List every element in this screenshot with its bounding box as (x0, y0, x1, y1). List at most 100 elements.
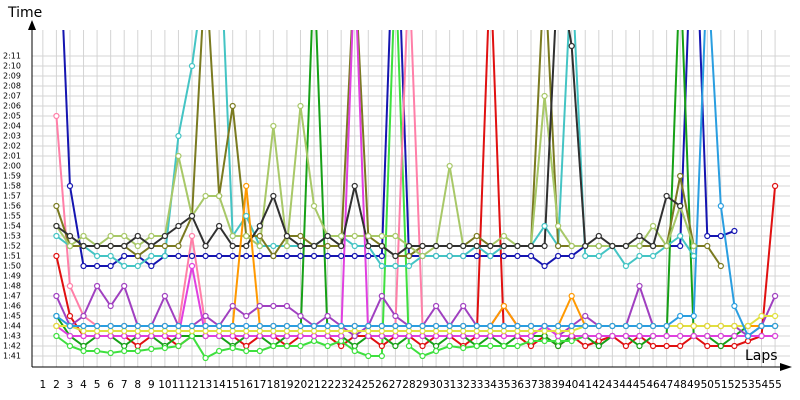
x-tick-label: 8 (134, 379, 141, 391)
x-tick-label: 45 (633, 379, 646, 391)
x-tick-label: 28 (402, 379, 415, 391)
data-point (229, 232, 236, 240)
data-point (541, 262, 548, 270)
data-point (378, 252, 385, 260)
data-point (731, 227, 738, 235)
data-point (636, 242, 643, 250)
x-tick-label: 12 (185, 379, 198, 391)
data-point (555, 332, 562, 340)
data-point (161, 232, 168, 240)
data-point (297, 332, 304, 340)
x-tick-label: 24 (348, 379, 362, 391)
x-tick-label: 35 (497, 379, 510, 391)
data-point (229, 252, 236, 260)
x-tick-label: 52 (728, 379, 741, 391)
data-point (541, 327, 548, 335)
data-point (663, 322, 670, 330)
x-axis-arrow (780, 363, 792, 371)
data-point (66, 242, 74, 250)
data-point (446, 332, 453, 340)
x-tick-label: 34 (484, 379, 498, 391)
data-point (188, 62, 196, 70)
data-point (432, 327, 440, 335)
data-point (351, 347, 358, 355)
data-point (487, 252, 494, 260)
data-point (175, 252, 182, 260)
data-point (446, 342, 453, 350)
data-point (93, 332, 101, 340)
data-point (53, 252, 60, 260)
data-point (80, 232, 87, 240)
data-point (365, 252, 372, 260)
data-point (351, 322, 358, 330)
data-point (175, 342, 182, 350)
data-point (107, 332, 114, 340)
data-point (256, 347, 263, 355)
data-point (365, 322, 372, 330)
data-point (243, 242, 250, 250)
data-point (365, 332, 372, 340)
data-point (283, 232, 291, 240)
x-tick-label: 44 (619, 379, 633, 391)
y-tick-label: 2:01 (3, 152, 21, 161)
data-point (419, 327, 426, 335)
data-point (283, 342, 291, 350)
data-point (392, 327, 399, 335)
y-tick-label: 1:54 (3, 222, 21, 231)
y-tick-label: 1:59 (3, 172, 21, 181)
data-point (649, 322, 657, 330)
data-point (636, 282, 643, 290)
data-point (66, 282, 74, 290)
data-point (80, 332, 87, 340)
x-tick-label: 21 (307, 379, 320, 391)
data-point (514, 322, 521, 330)
data-point (338, 242, 345, 250)
data-point (229, 242, 236, 250)
x-tick-label: 14 (212, 379, 226, 391)
data-point (121, 342, 128, 350)
data-point (527, 327, 535, 335)
y-tick-label: 2:02 (3, 142, 21, 151)
data-point (283, 302, 291, 310)
data-point (392, 322, 399, 330)
data-point (690, 322, 697, 330)
data-point (188, 327, 196, 335)
x-tick-label: 11 (172, 379, 185, 391)
data-point (188, 332, 196, 340)
data-point (432, 332, 440, 340)
x-tick-label: 4 (80, 379, 87, 391)
data-point (324, 312, 331, 320)
x-tick-label: 20 (294, 379, 307, 391)
data-point (107, 327, 114, 335)
x-tick-label: 26 (375, 379, 389, 391)
data-point (148, 327, 155, 335)
y-tick-label: 1:58 (3, 182, 21, 191)
data-point (487, 327, 494, 335)
data-point (568, 327, 575, 335)
data-point (121, 242, 128, 250)
y-tick-label: 1:46 (3, 302, 21, 311)
x-tick-label: 49 (687, 379, 700, 391)
data-point (270, 327, 277, 335)
data-point (500, 302, 507, 310)
data-point (53, 312, 60, 320)
data-point (704, 322, 711, 330)
data-point (663, 342, 670, 350)
data-point (256, 222, 263, 230)
data-point (541, 332, 548, 340)
data-point (134, 327, 141, 335)
data-point (107, 252, 114, 260)
y-tick-label: 1:43 (3, 332, 21, 341)
y-tick-label: 2:04 (3, 122, 21, 131)
data-point (256, 252, 263, 260)
data-point (161, 322, 168, 330)
x-tick-label: 10 (158, 379, 171, 391)
x-tick-label: 38 (538, 379, 551, 391)
x-tick-label: 23 (334, 379, 347, 391)
data-point (134, 262, 141, 270)
data-point (148, 322, 155, 330)
x-tick-label: 9 (148, 379, 155, 391)
data-point (270, 342, 277, 350)
data-point (527, 252, 535, 260)
